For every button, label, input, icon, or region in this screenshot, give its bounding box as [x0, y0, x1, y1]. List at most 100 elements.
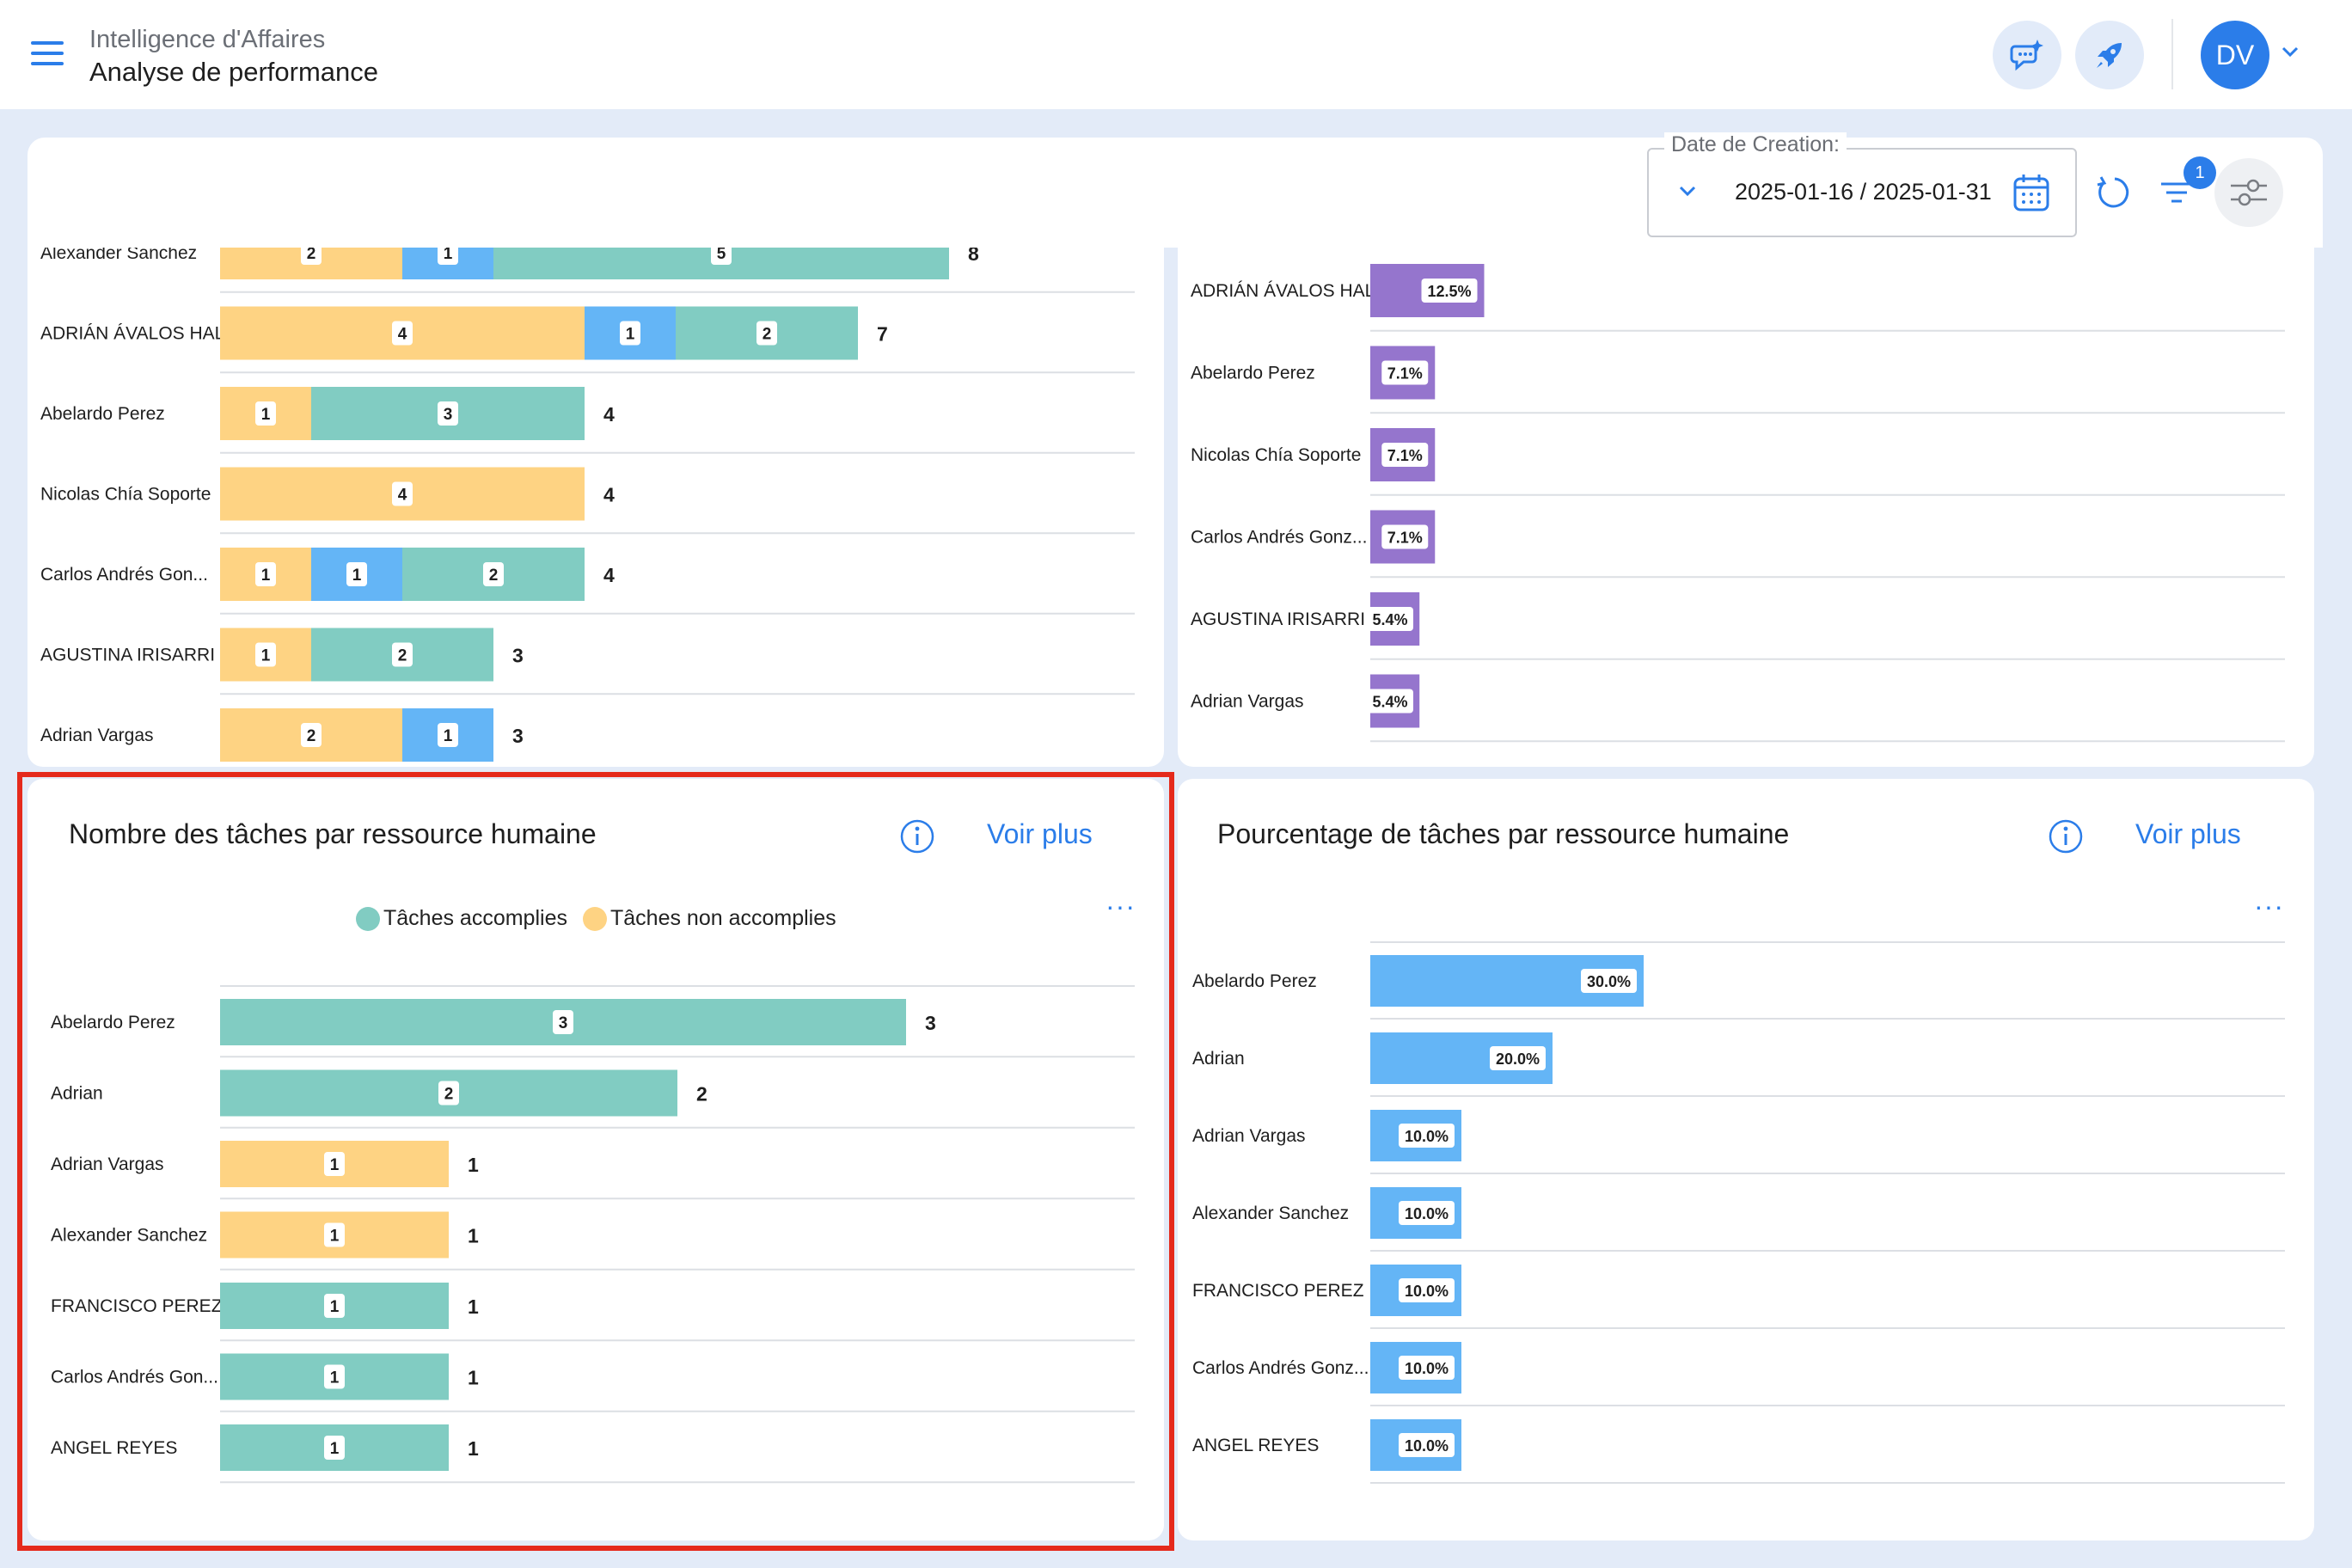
percent-label-box: [1367, 607, 1413, 631]
row-total-label: 7: [877, 323, 888, 346]
legend-swatch: [356, 906, 380, 931]
more-options-icon[interactable]: ···: [1106, 891, 1136, 922]
row-label: Abelardo Perez: [1191, 364, 1315, 383]
segment-value-label: 1: [330, 1440, 340, 1458]
top-bar: Intelligence d'Affaires Analyse de perfo…: [0, 0, 2352, 109]
row-total-label: 1: [468, 1437, 479, 1460]
segment-value-label: 2: [763, 326, 772, 344]
launch-button[interactable]: [2075, 21, 2144, 89]
row-label: Nicolas Chía Soporte: [40, 485, 211, 505]
row-label: FRANCISCO PEREZ: [1192, 1281, 1364, 1301]
avatar[interactable]: DV: [2201, 21, 2269, 89]
percent-value-label: 7.1%: [1387, 447, 1423, 464]
segment-label-box: [324, 1152, 345, 1176]
row-label: Abelardo Perez: [1192, 971, 1317, 991]
row-total-label: 4: [603, 484, 615, 506]
date-range-value[interactable]: 2025-01-16 / 2025-01-31: [1735, 179, 1992, 205]
assistant-chat-button[interactable]: [1993, 21, 2061, 89]
percent-value-label: 10.0%: [1405, 1205, 1449, 1222]
row-total-label: 1: [468, 1154, 479, 1176]
row-label: Adrian Vargas: [51, 1155, 164, 1174]
percent-value-label: 30.0%: [1587, 973, 1631, 990]
segment-label-box: [301, 723, 322, 747]
segment-label-box: [392, 481, 413, 506]
percent-label-box: [1490, 1046, 1546, 1070]
page-title: Analyse de performance: [89, 57, 379, 87]
tasks-percentage-bar-chart: Abelardo Perez 30.0% Adrian 20.0% Adrian Var…: [1192, 941, 2285, 1484]
segment-label-box: [392, 321, 413, 346]
segment-value-label: 1: [444, 727, 453, 745]
row-label: Abelardo Perez: [51, 1013, 175, 1032]
percent-label-box: [1381, 524, 1429, 549]
legend-item-accomplished[interactable]: Tâches accomplies: [356, 906, 567, 931]
percent-value-label: 7.1%: [1387, 530, 1423, 547]
row-label: Adrian Vargas: [1192, 1126, 1306, 1146]
percent-value-label: 7.1%: [1387, 365, 1423, 383]
info-icon[interactable]: [2048, 818, 2084, 854]
filter-icon[interactable]: [2158, 175, 2196, 210]
row-label: ANGEL REYES: [1192, 1436, 1319, 1455]
top-right-chart-panel: ADRIÁN ÁVALOS HAL 12.5% Abelardo Perez 7.1%…: [1178, 248, 2314, 767]
row-label: Carlos Andrés Gonz...: [1191, 528, 1367, 548]
chart-legend: Tâches accomplies Tâches non accomplies: [356, 906, 852, 931]
segment-value-label: 1: [330, 1228, 340, 1246]
row-label: Carlos Andrés Gon...: [51, 1368, 218, 1387]
row-label: ADRIÁN ÁVALOS HAL: [40, 324, 224, 344]
date-range-field[interactable]: [1647, 148, 2077, 237]
row-label: Nicolas Chía Soporte: [1191, 445, 1361, 465]
info-icon[interactable]: [899, 818, 935, 854]
legend-label: Tâches accomplies: [383, 906, 567, 930]
row-total-label: 3: [512, 645, 524, 667]
percent-value-label: 5.4%: [1372, 694, 1407, 711]
legend-item-not-accomplished[interactable]: Tâches non accomplies: [582, 906, 836, 931]
segment-label-box: [324, 1364, 345, 1389]
segment-value-label: 2: [307, 727, 316, 745]
segment-label-box: [553, 1010, 573, 1034]
percent-value-label: 5.4%: [1372, 611, 1407, 628]
chevron-down-icon[interactable]: [1676, 182, 1699, 199]
segment-value-label: 1: [261, 647, 271, 665]
settings-button[interactable]: [2214, 158, 2283, 227]
percent-label-box: [1367, 689, 1413, 714]
row-label: FRANCISCO PEREZ: [51, 1296, 223, 1316]
segment-value-label: 3: [444, 406, 453, 424]
voir-plus-link[interactable]: Voir plus: [987, 818, 1093, 849]
calendar-icon[interactable]: [2012, 172, 2051, 213]
row-label: Alexander Sanchez: [1192, 1204, 1349, 1223]
legend-label: Tâches non accomplies: [609, 906, 836, 930]
more-options-icon[interactable]: ···: [2254, 891, 2284, 922]
top-right-percent-bar-chart: ADRIÁN ÁVALOS HAL 12.5% Abelardo Perez 7.1%…: [1191, 264, 2285, 743]
segment-label-box: [756, 321, 777, 346]
row-label: Adrian Vargas: [40, 726, 154, 745]
segment-label-box: [438, 248, 458, 265]
percent-label-box: [1399, 1201, 1455, 1225]
legend-swatch: [582, 906, 607, 931]
chart-title: Nombre des tâches par ressource humaine: [69, 818, 597, 849]
segment-label-box: [711, 248, 732, 265]
row-label: AGUSTINA IRISARRI: [1191, 609, 1365, 629]
row-label: Adrian Vargas: [1191, 692, 1304, 712]
row-label: ADRIÁN ÁVALOS HAL: [1191, 281, 1375, 301]
chevron-down-icon[interactable]: [2280, 45, 2300, 58]
tasks-percentage-chart-panel: Pourcentage de tâches par ressource huma…: [1178, 779, 2314, 1540]
row-total-label: 4: [603, 564, 615, 586]
voir-plus-link[interactable]: Voir plus: [2135, 818, 2241, 849]
refresh-icon[interactable]: [2092, 172, 2134, 213]
percent-value-label: 10.0%: [1405, 1283, 1449, 1300]
row-total-label: 1: [468, 1367, 479, 1389]
row-total-label: 1: [468, 1225, 479, 1247]
row-label: AGUSTINA IRISARRI: [40, 646, 215, 665]
date-field-label: Date de Creation:: [1664, 132, 1847, 157]
percent-label-box: [1581, 969, 1637, 993]
hamburger-menu-icon[interactable]: [31, 40, 65, 67]
segment-value-label: 1: [626, 326, 635, 344]
segment-label-box: [301, 248, 322, 265]
percent-value-label: 10.0%: [1405, 1437, 1449, 1455]
segment-value-label: 2: [307, 248, 316, 263]
segment-label-box: [346, 562, 367, 586]
segment-value-label: 1: [352, 567, 362, 585]
percent-label-box: [1421, 279, 1478, 303]
segment-value-label: 2: [444, 1086, 454, 1104]
segment-value-label: 1: [330, 1156, 340, 1174]
segment-value-label: 1: [330, 1369, 340, 1387]
